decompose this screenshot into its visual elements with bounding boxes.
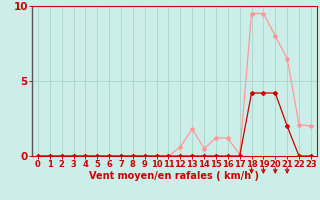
X-axis label: Vent moyen/en rafales ( km/h ): Vent moyen/en rafales ( km/h ) <box>89 171 260 181</box>
